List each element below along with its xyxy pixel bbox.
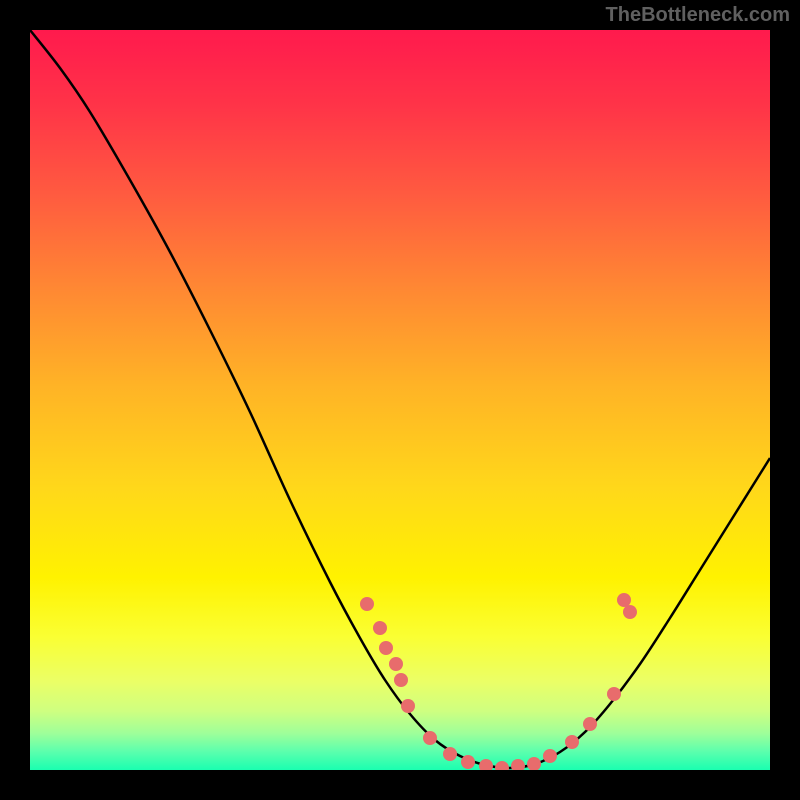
data-marker — [394, 673, 408, 687]
data-marker — [495, 761, 509, 770]
bottleneck-curve — [30, 30, 770, 768]
data-marker — [379, 641, 393, 655]
data-marker — [565, 735, 579, 749]
watermark-text: TheBottleneck.com — [606, 4, 790, 27]
chart-plot-area — [30, 30, 770, 770]
data-marker — [461, 755, 475, 769]
data-marker — [511, 759, 525, 770]
curve-overlay — [30, 30, 770, 770]
data-marker — [423, 731, 437, 745]
data-marker — [373, 621, 387, 635]
data-marker — [527, 757, 541, 770]
data-marker — [360, 597, 374, 611]
data-marker — [583, 717, 597, 731]
data-marker — [623, 605, 637, 619]
data-marker — [389, 657, 403, 671]
data-markers — [360, 593, 637, 770]
data-marker — [443, 747, 457, 761]
data-marker — [401, 699, 415, 713]
data-marker — [479, 759, 493, 770]
data-marker — [543, 749, 557, 763]
data-marker — [607, 687, 621, 701]
data-marker — [617, 593, 631, 607]
